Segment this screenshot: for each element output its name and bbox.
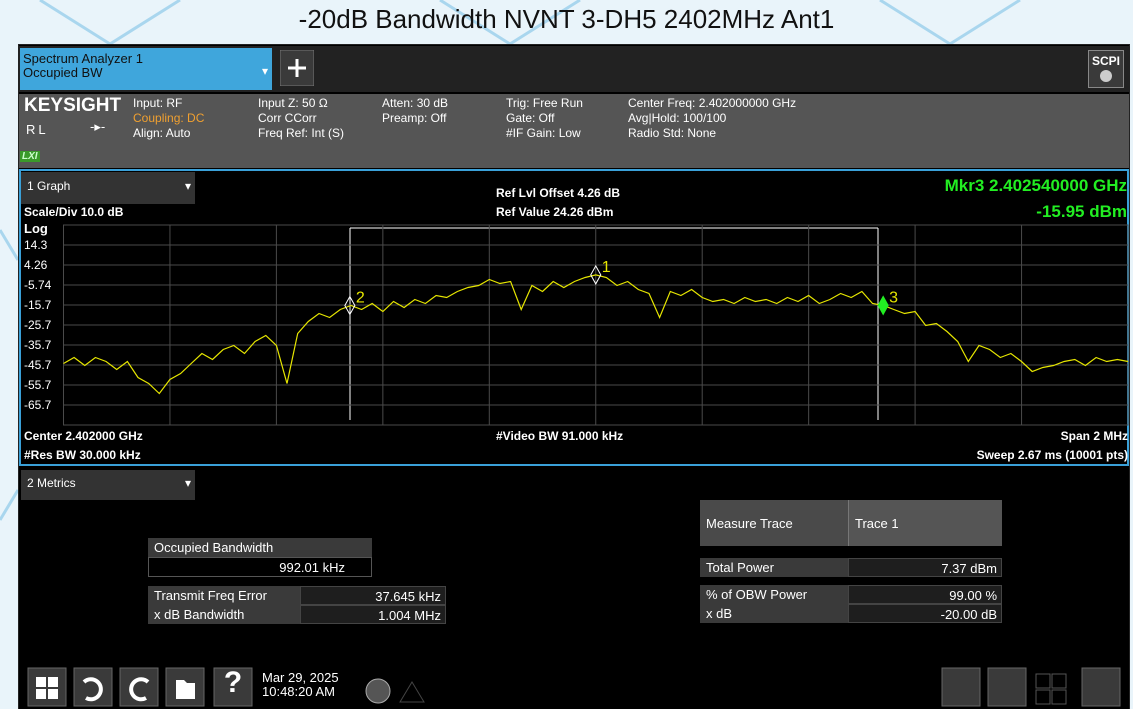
marker-label: 2: [356, 290, 365, 307]
marker-level: -15.95 dBm: [1036, 202, 1127, 221]
ref-offset: Ref Lvl Offset 4.26 dB: [496, 186, 621, 200]
metric-value: 1.004 MHz: [300, 605, 446, 624]
info-text: Center Freq: 2.402000000 GHz: [628, 96, 797, 110]
obw-bracket: [349, 227, 879, 420]
info-text: Input Z: 50 Ω: [258, 96, 328, 110]
metric-value: 99.00 %: [848, 585, 1002, 604]
y-tick-label: -15.7: [24, 298, 52, 312]
obw-label: Occupied Bandwidth: [148, 538, 372, 557]
info-text: Align: Auto: [133, 126, 191, 140]
scpi-led: [1100, 70, 1112, 82]
metric-value: 37.645 kHz: [300, 586, 446, 605]
screen-tab[interactable]: Spectrum Analyzer 1 Occupied BW: [20, 48, 272, 90]
graph-panel: [19, 169, 1129, 466]
taskbar-icons: [27, 667, 1121, 707]
y-tick-label: 14.3: [24, 238, 48, 252]
metric-value: 7.37 dBm: [848, 558, 1002, 577]
graph-panel-label: 1 Graph: [27, 179, 71, 193]
metric-label: x dB: [700, 604, 848, 623]
metric-label: Transmit Freq Error: [148, 586, 300, 605]
info-text: Atten: 30 dB: [382, 96, 449, 110]
help-button[interactable]: ?: [223, 666, 243, 699]
rl-indicator: RL: [26, 122, 49, 137]
scpi-button[interactable]: SCPI: [1088, 50, 1124, 88]
tab-title: Spectrum Analyzer 1: [23, 51, 143, 66]
y-tick-label: -55.7: [24, 378, 52, 392]
info-text: Trig: Free Run: [506, 96, 583, 110]
info-text: Freq Ref: Int (S): [258, 126, 345, 140]
res-bw: #Res BW 30.000 kHz: [24, 448, 141, 462]
date: Mar 29, 2025: [262, 670, 339, 685]
scale-div: Scale/Div 10.0 dB: [24, 205, 124, 219]
tab-dropdown[interactable]: ▾: [262, 64, 269, 78]
info-text: #IF Gain: Low: [506, 126, 581, 140]
plot-border: [63, 224, 1129, 426]
metric-label: % of OBW Power: [700, 585, 848, 604]
trace: [63, 274, 1129, 395]
sweep: Sweep 2.67 ms (10001 pts): [976, 448, 1128, 462]
marker-frequency: Mkr3 2.402540000 GHz: [944, 176, 1127, 195]
info-text: Gate: Off: [506, 111, 555, 125]
info-text: Avg|Hold: 100/100: [628, 111, 727, 125]
tab-mode: Occupied BW: [23, 65, 103, 80]
log-label: Log: [24, 221, 48, 236]
dropdown-arrow: ▾: [185, 476, 192, 490]
clock: Mar 29, 2025 10:48:20 AM: [262, 671, 339, 699]
marker: [877, 295, 889, 316]
info-text: Coupling: DC: [133, 111, 205, 125]
obw-value: 992.01 kHz: [148, 557, 372, 577]
y-tick-label: -45.7: [24, 358, 52, 372]
metric-label: Total Power: [700, 558, 848, 577]
input-icon: -▸-: [90, 119, 106, 134]
add-screen-button[interactable]: [280, 50, 314, 86]
metric-label: x dB Bandwidth: [148, 605, 300, 624]
y-tick-label: -65.7: [24, 398, 52, 412]
span: Span 2 MHz: [1060, 429, 1128, 443]
metric-value: -20.00 dB: [848, 604, 1002, 623]
lxi-badge: LXI: [20, 151, 40, 162]
marker-label: 3: [889, 289, 898, 306]
ref-value: Ref Value 24.26 dBm: [496, 205, 614, 219]
info-bar: [19, 94, 1129, 168]
y-tick-label: -25.7: [24, 318, 52, 332]
metrics-dropdown[interactable]: 2 Metrics ▾: [21, 470, 195, 500]
y-tick-label: -5.74: [24, 278, 52, 292]
marker: [344, 295, 356, 316]
measure-trace-label: Measure Trace: [700, 500, 848, 546]
measure-trace-value[interactable]: Trace 1: [848, 500, 1002, 546]
time: 10:48:20 AM: [262, 684, 335, 699]
info-text: Corr CCorr: [258, 111, 317, 125]
video-bw: #Video BW 91.000 kHz: [496, 429, 624, 443]
info-text: Radio Std: None: [628, 126, 717, 140]
brand: KEYSIGHT: [24, 95, 122, 116]
dropdown-arrow: ▾: [185, 179, 192, 193]
scpi-label: SCPI: [1091, 54, 1120, 68]
graph-dropdown[interactable]: 1 Graph ▾: [21, 172, 195, 204]
y-tick-label: -35.7: [24, 338, 52, 352]
center-freq: Center 2.402000 GHz: [24, 429, 143, 443]
y-tick-label: 4.26: [24, 258, 48, 272]
marker-label: 1: [602, 259, 611, 276]
marker: [590, 264, 602, 285]
metrics-panel-label: 2 Metrics: [27, 476, 76, 490]
window-title: -20dB Bandwidth NVNT 3-DH5 2402MHz Ant1: [298, 4, 835, 34]
info-text: Preamp: Off: [382, 111, 447, 125]
info-text: Input: RF: [133, 96, 183, 110]
